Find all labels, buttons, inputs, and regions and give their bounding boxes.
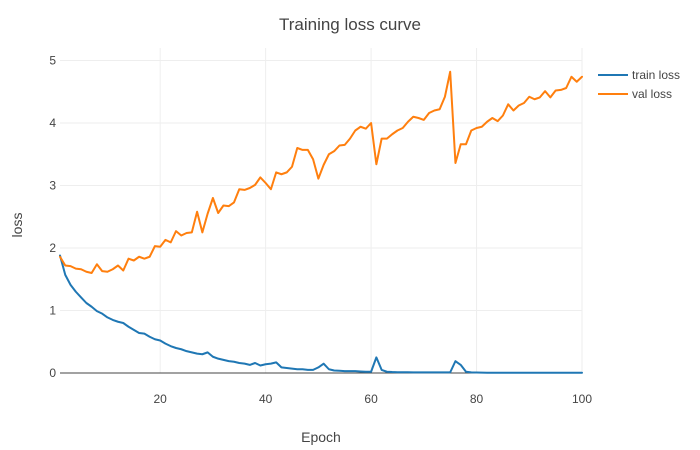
y-axis-title: loss bbox=[9, 213, 25, 238]
chart-title: Training loss curve bbox=[279, 15, 421, 34]
legend: train loss val loss bbox=[598, 68, 680, 101]
grid-lines bbox=[60, 48, 583, 374]
legend-label: train loss bbox=[632, 68, 680, 82]
legend-label: val loss bbox=[632, 87, 672, 101]
y-tick-label: 2 bbox=[49, 241, 56, 255]
tick-labels: 20 40 60 80 100 0 1 2 3 4 5 bbox=[49, 54, 592, 407]
y-tick-label: 3 bbox=[49, 179, 56, 193]
y-tick-label: 1 bbox=[49, 304, 56, 318]
series-layer bbox=[59, 70, 583, 374]
y-tick-label: 4 bbox=[49, 116, 56, 130]
y-tick-label: 0 bbox=[49, 366, 56, 380]
x-axis-title: Epoch bbox=[301, 429, 341, 445]
x-tick-label: 20 bbox=[154, 392, 168, 406]
series-line-train-loss bbox=[59, 254, 583, 374]
y-tick-label: 5 bbox=[49, 54, 56, 68]
x-tick-label: 80 bbox=[470, 392, 484, 406]
x-tick-label: 60 bbox=[364, 392, 378, 406]
x-tick-label: 40 bbox=[259, 392, 273, 406]
series-line-val-loss bbox=[59, 70, 583, 274]
x-tick-label: 100 bbox=[572, 392, 592, 406]
